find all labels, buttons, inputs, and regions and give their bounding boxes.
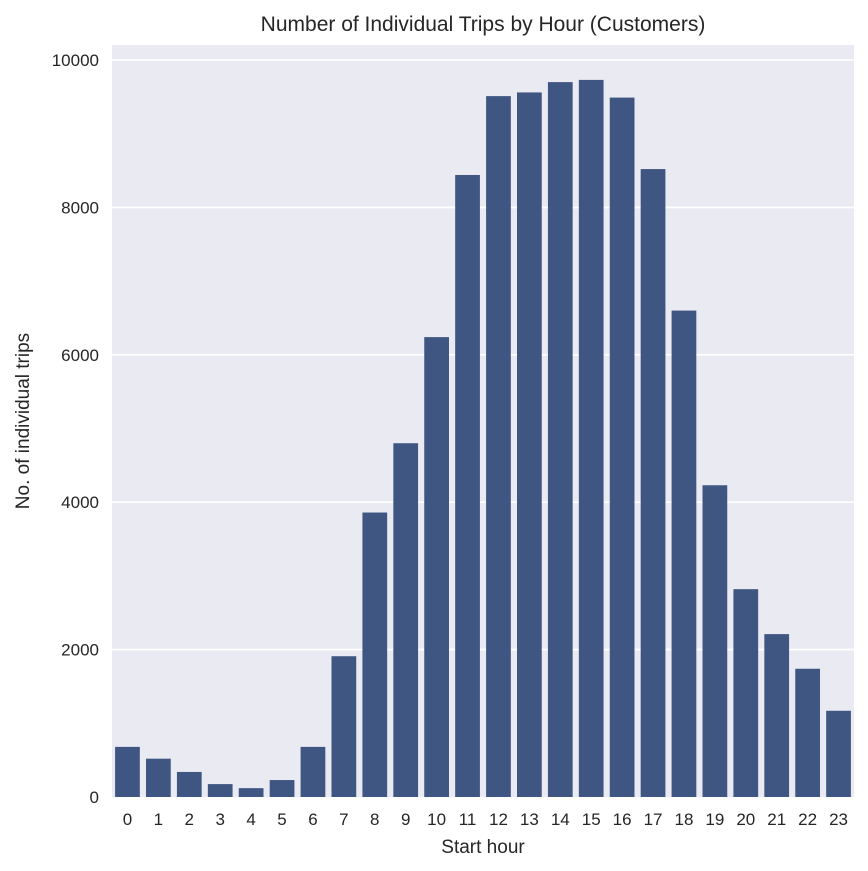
bar-hour-6 <box>300 746 326 797</box>
bar-hour-19 <box>702 485 728 797</box>
grid-lines <box>112 59 854 651</box>
x-tick-label: 0 <box>123 810 132 829</box>
y-tick-label: 4000 <box>61 493 99 512</box>
y-tick-label: 10000 <box>52 51 99 70</box>
bar-hour-12 <box>486 96 511 798</box>
x-tick-label: 1 <box>154 810 163 829</box>
x-tick-label: 9 <box>401 810 410 829</box>
x-tick-label: 11 <box>459 810 477 829</box>
x-tick-label: 16 <box>613 810 632 829</box>
bar-hour-5 <box>269 780 295 797</box>
bar-hour-17 <box>640 169 666 798</box>
x-tick-label: 10 <box>427 810 446 829</box>
bar-hour-3 <box>207 784 233 797</box>
y-tick-labels: 0 2000 4000 6000 8000 10000 <box>52 51 99 807</box>
x-tick-label: 12 <box>489 810 508 829</box>
x-tick-label: 21 <box>767 810 786 829</box>
bar-hour-14 <box>547 82 573 798</box>
x-tick-label: 20 <box>736 810 755 829</box>
bar-hour-20 <box>733 589 759 797</box>
bar-hour-15 <box>578 79 604 798</box>
bar-hour-16 <box>609 97 635 798</box>
bar-hour-8 <box>362 512 388 797</box>
x-tick-label: 22 <box>798 810 817 829</box>
bar-hour-22 <box>795 668 820 797</box>
y-tick-label: 2000 <box>61 641 99 660</box>
bar-hour-1 <box>146 758 171 797</box>
plot-area <box>112 45 854 797</box>
x-axis-label: Start hour <box>441 837 525 858</box>
x-tick-label: 2 <box>185 810 194 829</box>
x-tick-label: 18 <box>674 810 693 829</box>
x-tick-label: 7 <box>339 810 348 829</box>
y-tick-label: 6000 <box>61 346 99 365</box>
bar-hour-11 <box>455 174 480 798</box>
x-tick-label: 17 <box>644 810 663 829</box>
bar-hour-4 <box>238 788 264 797</box>
bar-hour-21 <box>764 634 790 797</box>
x-tick-label: 23 <box>829 810 848 829</box>
y-tick-label: 0 <box>90 788 99 807</box>
y-axis-label: No. of individual trips <box>13 333 34 509</box>
x-tick-labels: 0 1 2 3 4 5 6 7 8 9 10 11 12 13 14 15 16 17 18 19 20 21 22 23 <box>123 810 848 829</box>
x-tick-label: 6 <box>308 810 317 829</box>
bar-hour-18 <box>671 310 697 797</box>
x-tick-label: 8 <box>370 810 379 829</box>
bar-hour-9 <box>393 443 419 797</box>
bar-hour-13 <box>517 92 542 798</box>
bars <box>115 79 851 798</box>
chart-title: Number of Individual Trips by Hour (Cust… <box>261 13 706 36</box>
bar-hour-23 <box>826 710 851 797</box>
x-tick-label: 19 <box>705 810 724 829</box>
bar-hour-2 <box>176 771 202 797</box>
x-tick-label: 14 <box>551 810 570 829</box>
x-tick-label: 3 <box>215 810 224 829</box>
bar-hour-10 <box>424 337 449 797</box>
x-tick-label: 4 <box>246 810 255 829</box>
x-tick-label: 5 <box>277 810 286 829</box>
bar-hour-7 <box>331 656 357 797</box>
bar-hour-0 <box>115 746 140 797</box>
x-tick-label: 15 <box>582 810 601 829</box>
y-tick-label: 8000 <box>61 198 99 217</box>
x-tick-label: 13 <box>520 810 539 829</box>
